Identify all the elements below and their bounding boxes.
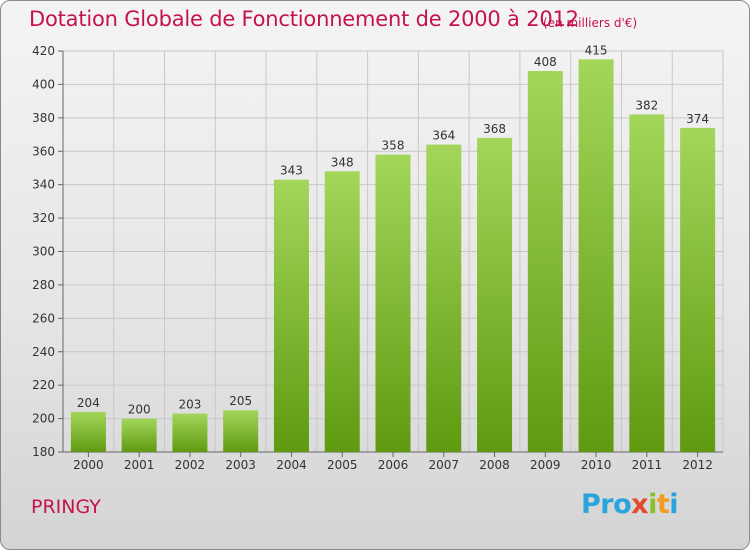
bar <box>527 71 563 453</box>
bar <box>273 179 309 452</box>
y-tick-label: 260 <box>32 311 55 325</box>
bar <box>629 114 665 452</box>
bar <box>680 127 716 452</box>
bar <box>121 418 157 452</box>
bars <box>70 59 716 453</box>
x-tick-label: 2012 <box>682 458 713 472</box>
logo-part: i <box>648 489 657 520</box>
x-tick-label: 2003 <box>225 458 256 472</box>
x-tick-label: 2010 <box>581 458 612 472</box>
x-tick-label: 2007 <box>428 458 459 472</box>
chart-unit: (en milliers d'€) <box>543 16 638 30</box>
y-tick-label: 180 <box>32 445 55 459</box>
x-tick-label: 2008 <box>479 458 510 472</box>
data-label: 374 <box>686 112 709 126</box>
data-label: 204 <box>77 396 100 410</box>
data-label: 368 <box>483 122 506 136</box>
logo-part: i <box>669 489 679 520</box>
bar <box>477 137 513 452</box>
bar <box>223 410 259 452</box>
y-tick-label: 320 <box>32 211 55 225</box>
logo-part: t <box>656 489 670 520</box>
y-tick-label: 240 <box>32 345 55 359</box>
y-tick-label: 340 <box>32 178 55 192</box>
bar <box>70 411 106 452</box>
x-tick-label: 2001 <box>124 458 155 472</box>
bar <box>578 59 614 453</box>
data-label: 205 <box>229 394 252 408</box>
data-label: 203 <box>178 398 201 412</box>
y-tick-label: 300 <box>32 245 55 259</box>
y-tick-label: 380 <box>32 111 55 125</box>
y-tick-label: 220 <box>32 378 55 392</box>
bar <box>426 144 462 453</box>
data-label: 382 <box>635 98 658 112</box>
y-tick-label: 280 <box>32 278 55 292</box>
bar <box>324 171 360 453</box>
x-tick-label: 2004 <box>276 458 307 472</box>
x-tick-label: 2011 <box>632 458 663 472</box>
bar <box>375 154 411 452</box>
data-label: 343 <box>280 164 303 178</box>
bar <box>172 413 208 452</box>
labels: 204 2000 200 2001 203 2002 205 2003 343 2004 348 20… <box>73 43 713 472</box>
commune-name: PRINGY <box>31 496 101 518</box>
y-tick-label: 360 <box>32 144 55 158</box>
data-label: 415 <box>585 43 608 57</box>
x-tick-label: 2006 <box>378 458 409 472</box>
y-tick-label: 200 <box>32 412 55 426</box>
data-label: 358 <box>382 139 405 153</box>
data-label: 348 <box>331 155 354 169</box>
data-label: 200 <box>128 403 151 417</box>
y-tick-label: 420 <box>32 44 55 58</box>
y-tick-label: 400 <box>32 77 55 91</box>
data-label: 408 <box>534 55 557 69</box>
x-tick-label: 2005 <box>327 458 358 472</box>
x-tick-label: 2009 <box>530 458 561 472</box>
x-tick-label: 2002 <box>175 458 206 472</box>
proxiti-logo[interactable]: Proxiti <box>581 489 679 520</box>
logo-part: x <box>631 489 649 520</box>
chart-title: Dotation Globale de Fonctionnement de 20… <box>29 7 579 31</box>
x-tick-label: 2000 <box>73 458 104 472</box>
data-label: 364 <box>432 129 455 143</box>
logo-part: Pro <box>581 489 632 520</box>
